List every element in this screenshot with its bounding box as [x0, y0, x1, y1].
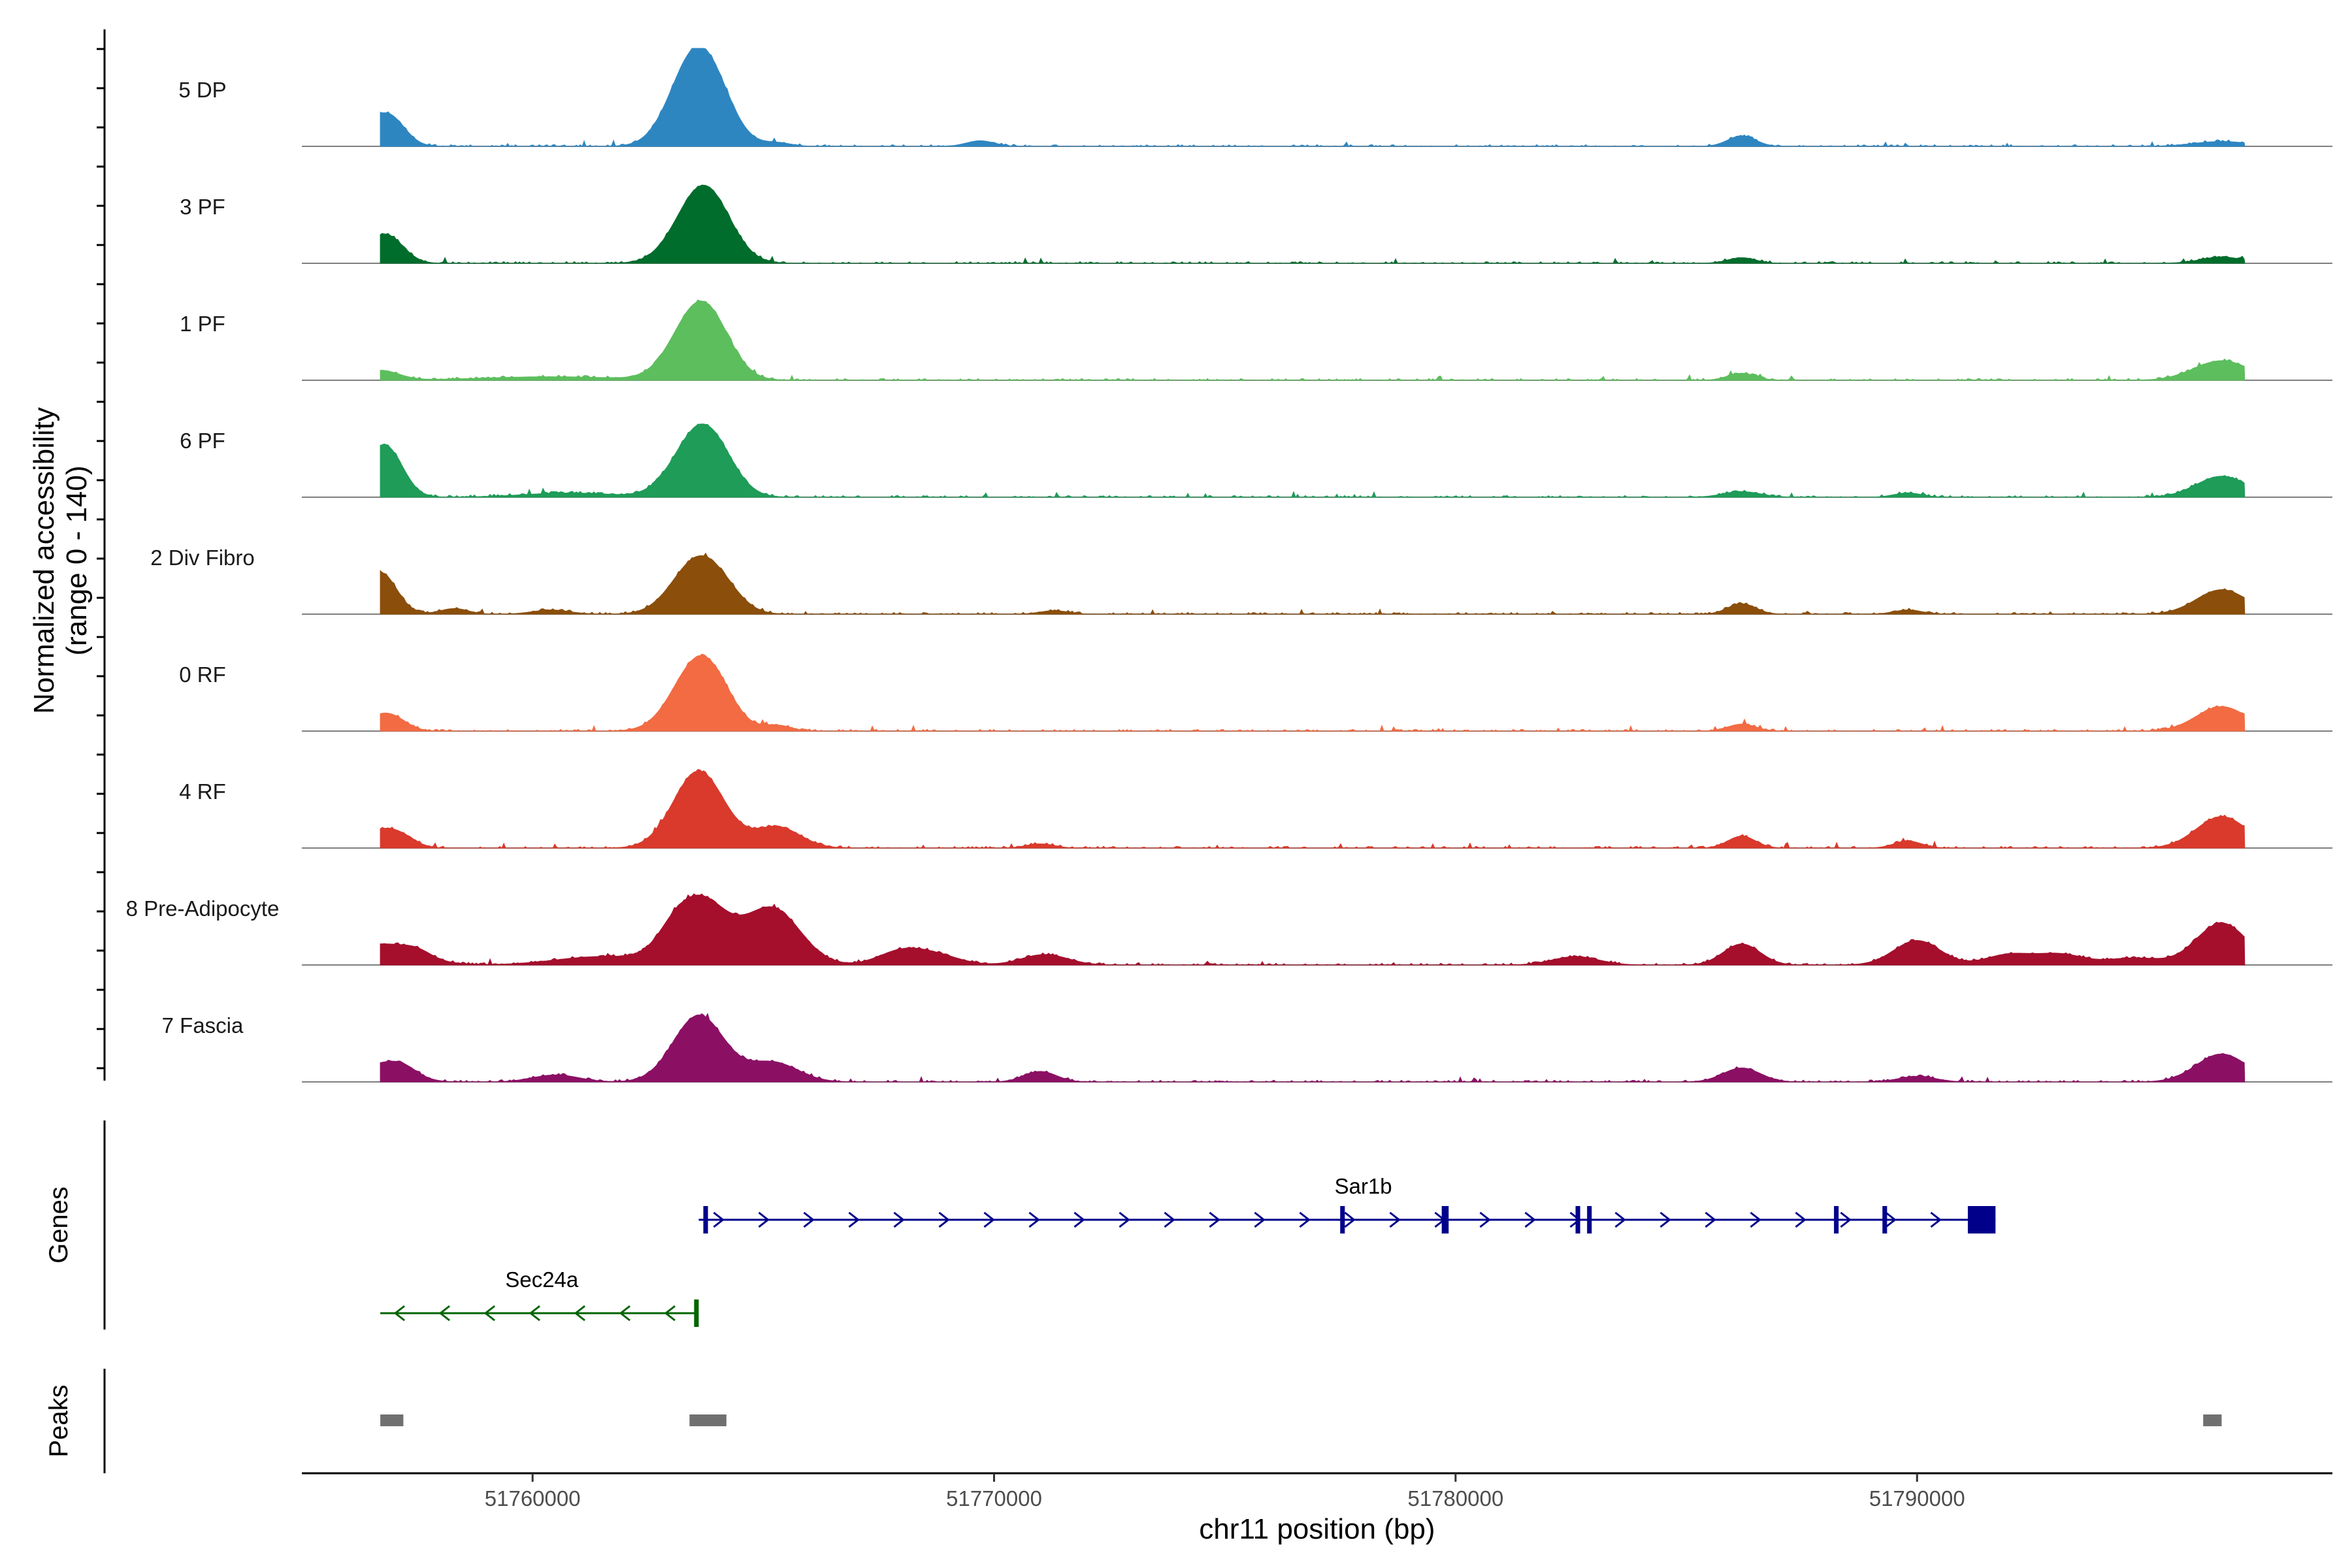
strand-arrow: [1479, 1211, 1491, 1228]
coverage-4-rf: [380, 769, 2246, 849]
strand-arrow: [1750, 1211, 1761, 1228]
strand-arrow: [393, 1305, 406, 1322]
coverage-7-fascia: [380, 1013, 2246, 1083]
strand-arrow: [1614, 1211, 1626, 1228]
strand-arrow: [1299, 1211, 1311, 1228]
coverage-y-ticks: [97, 48, 105, 1070]
strand-arrow: [664, 1305, 676, 1322]
track-label-7-fascia: 7 Fascia: [162, 1013, 244, 1037]
peak-region: [380, 1414, 404, 1426]
strand-arrow: [848, 1211, 860, 1228]
track-label-1-pf: 1 PF: [180, 312, 225, 336]
track-label-3-pf: 3 PF: [180, 195, 225, 219]
strand-arrow: [1840, 1211, 1852, 1228]
coverage-1-pf: [380, 299, 2246, 381]
exon: [1882, 1206, 1887, 1233]
strand-arrow: [1209, 1211, 1220, 1228]
coverage-3-pf: [380, 184, 2246, 264]
strand-arrow: [1254, 1211, 1266, 1228]
strand-arrow: [983, 1211, 995, 1228]
coverage-tracks: [302, 48, 2332, 1083]
strand-arrow: [619, 1305, 631, 1322]
x-tick-label: 51790000: [1869, 1486, 1965, 1511]
gene-label-sar1b: Sar1b: [1335, 1174, 1392, 1198]
strand-arrow: [803, 1211, 815, 1228]
track-label-6-pf: 6 PF: [180, 429, 225, 453]
strand-arrow: [1705, 1211, 1716, 1228]
strand-arrow: [1389, 1211, 1401, 1228]
track-label-4-rf: 4 RF: [179, 779, 226, 804]
track-labels: 5 DP 3 PF 1 PF 6 PF 2 Div Fibro 0 RF 4 RF 8 Pre…: [126, 78, 280, 1037]
exon: [1967, 1206, 1996, 1233]
strand-arrow: [1119, 1211, 1130, 1228]
track-label-5-dp: 5 DP: [178, 78, 226, 102]
strand-arrow: [1885, 1211, 1897, 1228]
peak-region: [2203, 1414, 2222, 1426]
gene-annotations: Sar1b Sec24a: [380, 1174, 1996, 1327]
track-label-0-rf: 0 RF: [179, 662, 226, 687]
coverage-0-rf: [380, 653, 2246, 732]
exon: [703, 1206, 708, 1233]
peaks-panel-title: Peaks: [44, 1384, 73, 1457]
x-axis-title: chr11 position (bp): [1199, 1513, 1435, 1545]
strand-arrow: [1524, 1211, 1536, 1228]
strand-arrow: [938, 1211, 950, 1228]
strand-arrow: [483, 1305, 496, 1322]
exon: [1587, 1206, 1592, 1233]
coverage-2-div-fibro: [380, 552, 2246, 615]
coverage-5-dp: [380, 48, 2246, 147]
strand-arrow: [893, 1211, 905, 1228]
track-label-2-div-fibro: 2 Div Fibro: [150, 546, 255, 570]
x-tick-label: 51760000: [485, 1486, 581, 1511]
strand-arrow: [1164, 1211, 1175, 1228]
exon: [1441, 1206, 1449, 1233]
strand-arrow: [1659, 1211, 1671, 1228]
strand-arrow: [529, 1305, 541, 1322]
x-tick-label: 51770000: [946, 1486, 1042, 1511]
strand-arrow: [713, 1211, 725, 1228]
exon: [1575, 1206, 1580, 1233]
peak-regions: [380, 1414, 2222, 1426]
strand-arrow: [758, 1211, 770, 1228]
track-label-8-pre-adipocyte: 8 Pre-Adipocyte: [126, 896, 280, 921]
gene-label-sec24a: Sec24a: [505, 1267, 579, 1292]
strand-arrow: [1930, 1211, 1942, 1228]
exon: [694, 1299, 699, 1327]
exon: [1340, 1206, 1345, 1233]
coverage-8-pre-adipocyte: [380, 893, 2246, 966]
x-axis-ticks: 51760000 51770000 51780000 51790000: [485, 1473, 1965, 1511]
y-axis-range: (range 0 - 140): [61, 465, 93, 655]
strand-arrow: [1344, 1211, 1356, 1228]
peak-region: [689, 1414, 727, 1426]
genes-panel-title: Genes: [44, 1186, 73, 1264]
coverage-6-pf: [380, 423, 2246, 498]
x-tick-label: 51780000: [1407, 1486, 1503, 1511]
strand-arrow: [1073, 1211, 1085, 1228]
strand-arrow: [438, 1305, 451, 1322]
strand-arrow: [574, 1305, 586, 1322]
exon: [1834, 1206, 1839, 1233]
strand-arrow: [1795, 1211, 1806, 1228]
y-axis-title: Normalized accessibility: [28, 407, 60, 713]
strand-arrow: [1028, 1211, 1040, 1228]
